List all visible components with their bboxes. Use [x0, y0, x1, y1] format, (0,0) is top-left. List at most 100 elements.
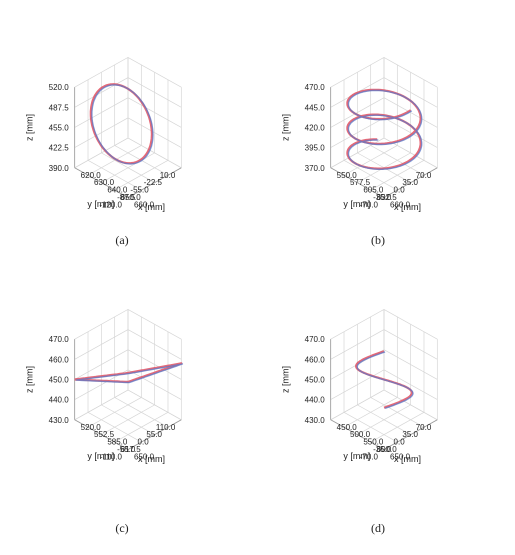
- grid-line: [114, 412, 169, 443]
- y-axis-line: [127, 167, 182, 198]
- x-axis-line: [330, 167, 385, 198]
- y-tick-label: -87.5: [117, 193, 136, 202]
- y-tick-label: -120.0: [99, 201, 122, 210]
- z-axis-label: z [mm]: [281, 366, 291, 393]
- x-axis-label: x [mm]: [394, 202, 421, 212]
- y-tick-label: 110.0: [156, 423, 176, 432]
- panel-caption: (c): [115, 521, 128, 535]
- x-axis-label: x [mm]: [138, 454, 165, 464]
- grid-line: [74, 349, 129, 380]
- x-tick-label: 450.0: [337, 423, 358, 432]
- grid-line: [127, 77, 182, 108]
- grid-line: [74, 329, 129, 360]
- x-tick-label: 577.5: [350, 178, 371, 187]
- series-measured-line: [75, 363, 184, 384]
- chart-panel-d: 450.0500.0550.0600.0650.0-70.0-35.00.035…: [281, 309, 438, 535]
- y-tick-label: -70.0: [360, 201, 379, 210]
- grid-line: [74, 57, 129, 88]
- x-tick-label: 632.5: [377, 193, 398, 202]
- x-tick-label: 640.0: [107, 186, 128, 195]
- z-tick-label: 395.0: [305, 144, 326, 153]
- x-tick-label: 552.5: [94, 430, 115, 439]
- x-tick-label: 600.0: [377, 445, 398, 454]
- y-tick-label: 55.0: [146, 430, 162, 439]
- z-tick-label: 430.0: [49, 416, 70, 425]
- grid-line: [74, 77, 129, 108]
- y-tick-label: -55.0: [117, 445, 136, 454]
- grid-line: [383, 329, 438, 360]
- y-tick-label: 35.0: [402, 178, 418, 187]
- grid-line: [383, 57, 438, 88]
- grid-line: [87, 412, 142, 443]
- y-tick-label: 0.0: [394, 186, 406, 195]
- x-tick-label: 660.0: [390, 201, 411, 210]
- y-tick-label: 35.0: [402, 430, 418, 439]
- y-tick-label: 0.0: [394, 438, 406, 447]
- grid-line: [383, 349, 438, 380]
- x-tick-label: 550.0: [337, 171, 358, 180]
- grid-line: [383, 77, 438, 108]
- x-axis-line: [74, 419, 129, 450]
- y-tick-label: -70.0: [360, 453, 379, 462]
- z-tick-label: 440.0: [49, 396, 70, 405]
- grid-line: [74, 309, 129, 340]
- x-tick-label: 550.0: [363, 438, 384, 447]
- grid-line: [127, 57, 182, 88]
- y-tick-label: 10.0: [160, 171, 176, 180]
- z-tick-label: 520.0: [49, 83, 70, 92]
- y-tick-label: 70.0: [416, 171, 432, 180]
- x-tick-label: 617.5: [121, 445, 142, 454]
- z-tick-label: 460.0: [49, 355, 70, 364]
- z-tick-label: 470.0: [49, 335, 70, 344]
- y-tick-label: -35.0: [373, 445, 392, 454]
- grid-line: [370, 412, 425, 443]
- x-tick-label: 650.0: [121, 193, 142, 202]
- y-tick-label: 0.0: [138, 438, 150, 447]
- y-axis-line: [383, 167, 438, 198]
- grid-line: [101, 152, 155, 183]
- y-tick-label: -22.5: [144, 178, 163, 187]
- panel-caption: (a): [115, 233, 128, 247]
- x-tick-label: 520.0: [81, 423, 102, 432]
- z-tick-label: 420.0: [305, 123, 326, 132]
- grid-line: [74, 97, 129, 128]
- z-tick-label: 430.0: [305, 416, 326, 425]
- z-tick-label: 470.0: [305, 83, 326, 92]
- grid-line: [343, 160, 398, 191]
- z-axis-label: z [mm]: [25, 114, 35, 141]
- z-tick-label: 422.5: [49, 144, 70, 153]
- series-measured-line: [91, 84, 154, 165]
- grid-line: [383, 97, 438, 128]
- y-axis-line: [383, 419, 438, 450]
- y-axis-label: y [mm]: [343, 199, 370, 209]
- y-tick-label: -55.0: [130, 186, 149, 195]
- series-measured-line: [356, 351, 414, 409]
- series-measured-line: [347, 89, 423, 170]
- x-tick-label: 660.0: [134, 201, 155, 210]
- grid-line: [101, 404, 155, 435]
- z-tick-label: 440.0: [305, 396, 326, 405]
- grid-line: [330, 329, 385, 360]
- grid-line: [127, 309, 182, 340]
- grid-line: [114, 160, 169, 191]
- grid-line: [330, 57, 385, 88]
- y-tick-label: -110.0: [100, 453, 123, 462]
- panel-caption: (b): [371, 233, 385, 247]
- x-axis-line: [330, 419, 385, 450]
- x-axis-label: x [mm]: [394, 454, 421, 464]
- y-tick-label: 70.0: [416, 423, 432, 432]
- grid-line: [343, 412, 398, 443]
- z-tick-label: 445.0: [305, 103, 326, 112]
- z-axis-label: z [mm]: [25, 366, 35, 393]
- grid-line: [370, 160, 425, 191]
- x-tick-label: 585.0: [107, 438, 128, 447]
- x-tick-label: 630.0: [94, 178, 115, 187]
- y-axis-label: y [mm]: [87, 199, 114, 209]
- z-tick-label: 455.0: [49, 123, 70, 132]
- y-axis-label: y [mm]: [87, 451, 114, 461]
- grid-line: [127, 329, 182, 360]
